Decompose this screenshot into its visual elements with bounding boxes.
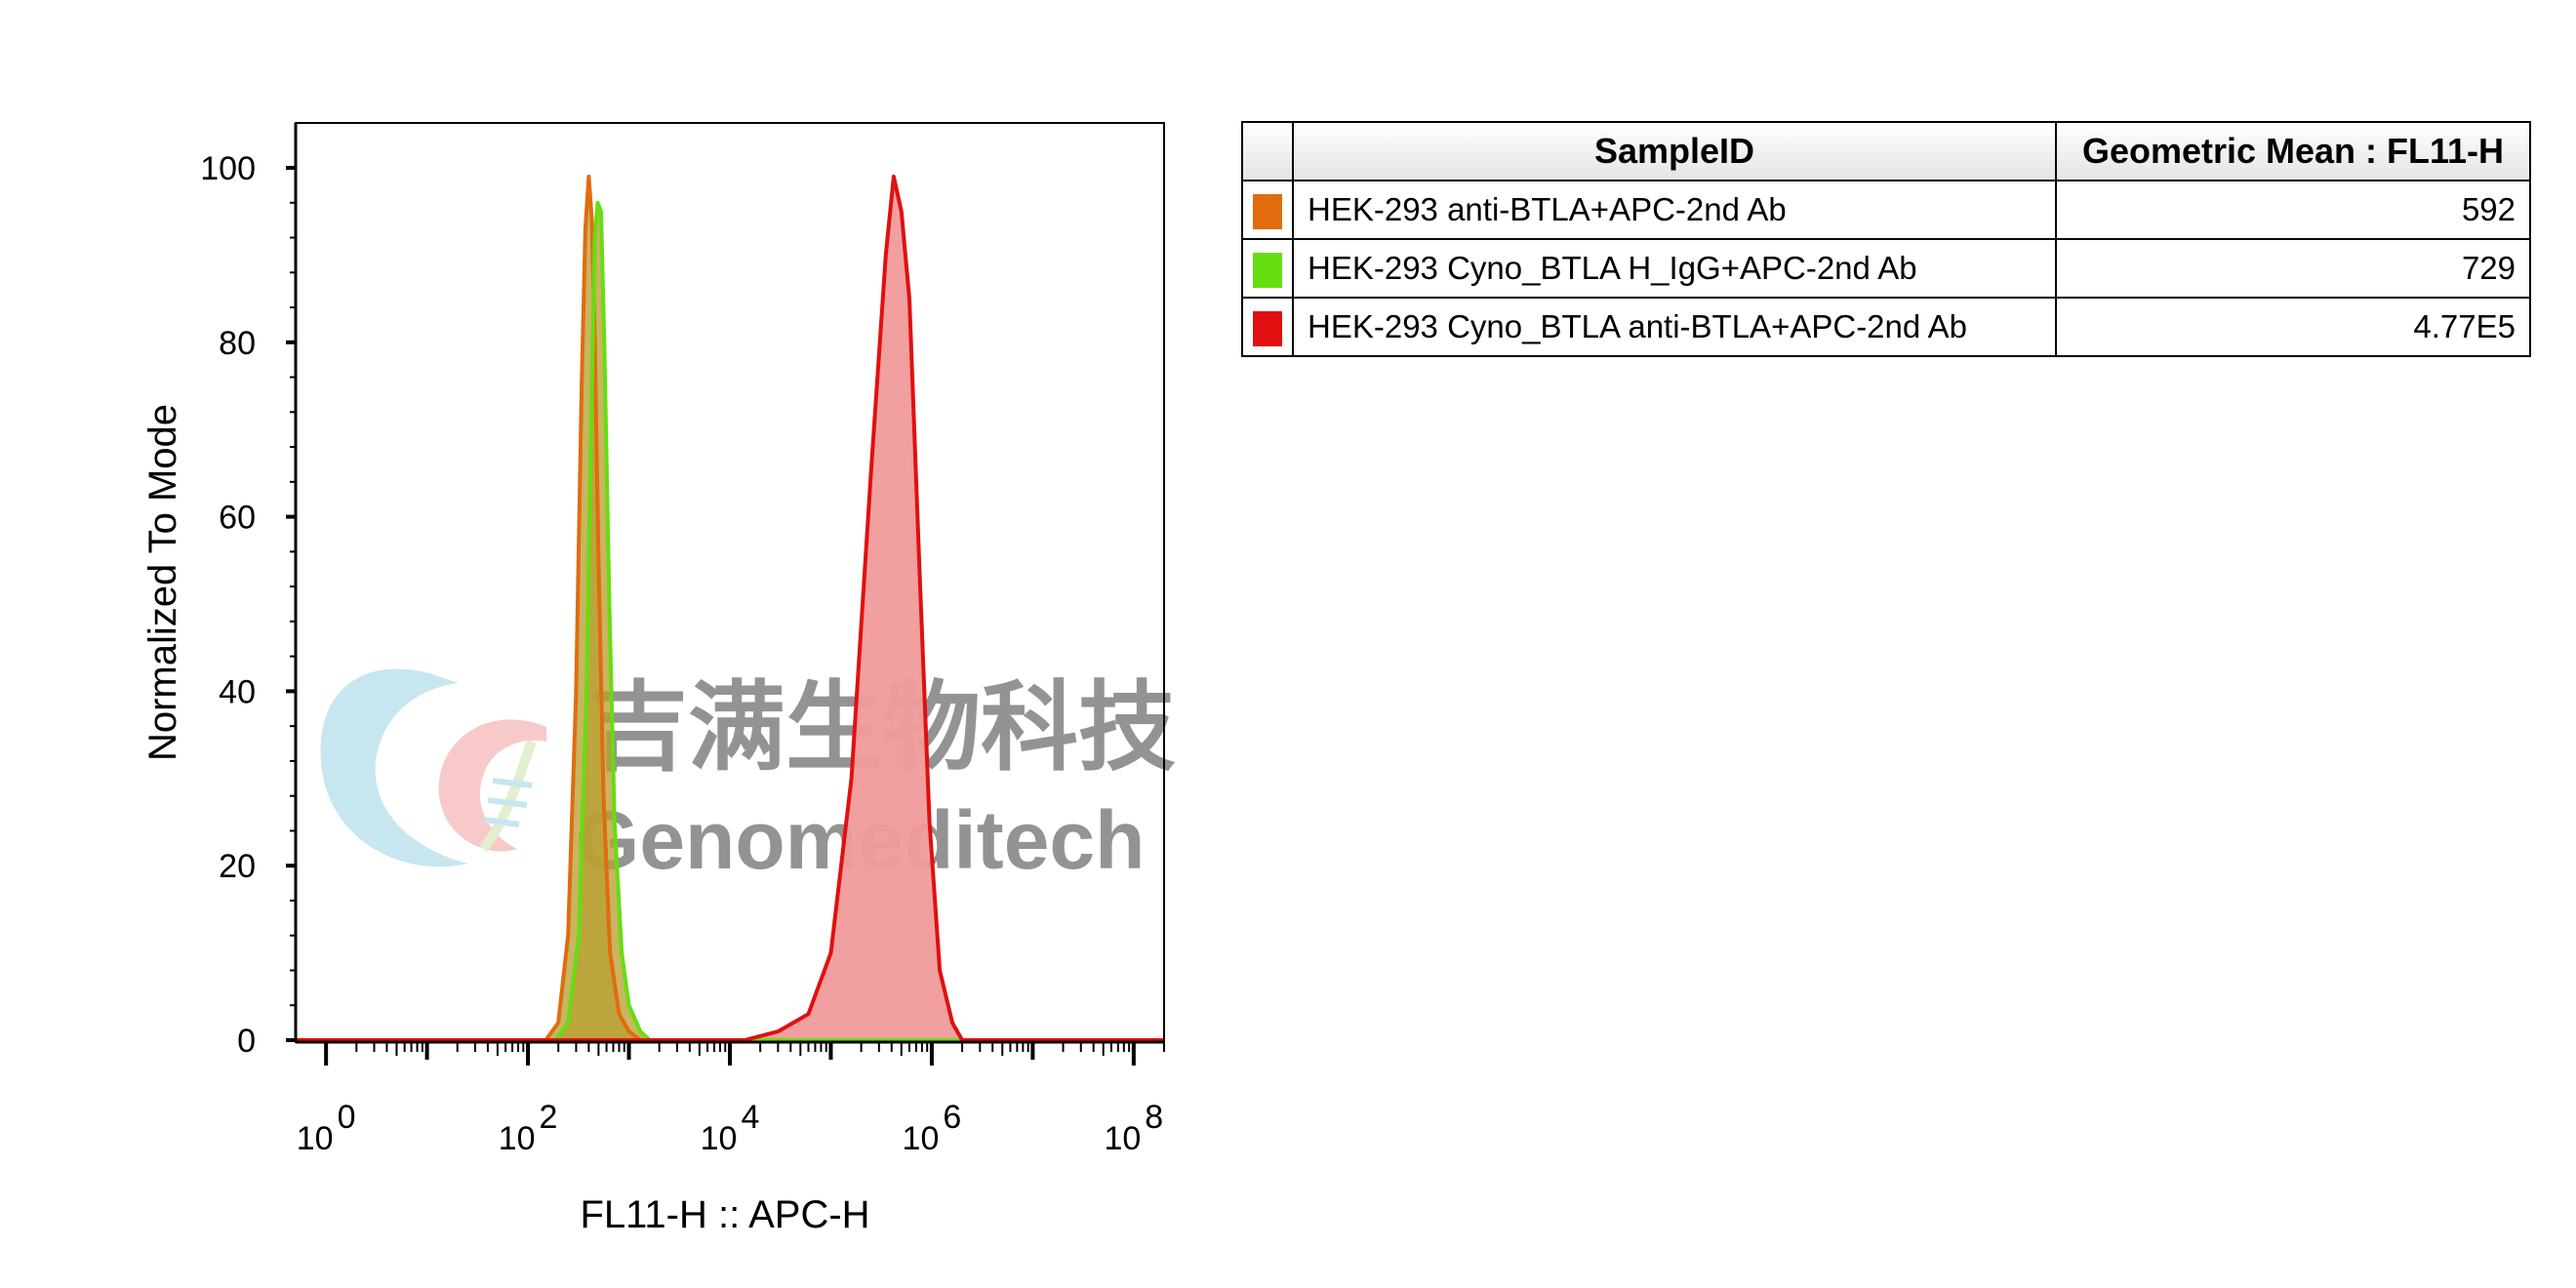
x-tick-label: 100	[297, 1099, 356, 1157]
series-line	[296, 174, 1164, 1042]
y-axis: 0 20 40 60 80 100	[200, 123, 298, 1060]
legend-header-row: SampleID Geometric Mean : FL11-H	[1241, 121, 2531, 181]
legend-swatch-cell	[1241, 297, 1294, 357]
x-axis-title: FL11-H :: APC-H	[580, 1193, 869, 1236]
y-tick-label: 20	[219, 848, 256, 885]
legend-sample-id: HEK-293 Cyno_BTLA anti-BTLA+APC-2nd Ab	[1292, 297, 2057, 357]
sample-id-header: SampleID	[1292, 121, 2057, 181]
x-tick-label: 102	[499, 1099, 558, 1157]
legend-swatch-cell	[1241, 238, 1294, 299]
series-line	[296, 174, 1164, 1042]
y-tick-label: 40	[219, 673, 256, 710]
x-tick-label: 106	[903, 1099, 962, 1157]
legend-geometric-mean: 4.77E5	[2055, 297, 2531, 357]
legend-geometric-mean: 729	[2055, 238, 2531, 299]
series-layer	[296, 174, 1164, 1042]
watermark-logo-icon	[320, 668, 546, 867]
legend-swatch	[1253, 193, 1282, 229]
series-fill	[296, 176, 1164, 1040]
legend-geometric-mean: 592	[2055, 180, 2531, 240]
y-tick-label: 60	[219, 500, 256, 537]
legend-sample-id: HEK-293 Cyno_BTLA H_IgG+APC-2nd Ab	[1292, 238, 2057, 299]
legend-swatch	[1253, 310, 1282, 346]
plot-area	[295, 122, 1165, 1043]
legend-swatch-header	[1241, 121, 1294, 181]
legend-row: HEK-293 anti-BTLA+APC-2nd Ab 592	[1241, 180, 2531, 240]
y-axis-title: Normalized To Mode	[141, 404, 184, 761]
x-tick-label: 104	[701, 1099, 760, 1157]
x-tick-label: 108	[1104, 1099, 1163, 1157]
legend-row: HEK-293 Cyno_BTLA anti-BTLA+APC-2nd Ab 4…	[1241, 297, 2531, 357]
legend-table: SampleID Geometric Mean : FL11-H HEK-293…	[1241, 121, 2531, 357]
legend-sample-id: HEK-293 anti-BTLA+APC-2nd Ab	[1292, 180, 2057, 240]
y-tick-label: 100	[200, 150, 256, 187]
watermark: 吉满生物科技 Genomeditech	[320, 668, 1176, 886]
x-axis: 100 102 104 106 108	[296, 1040, 1165, 1157]
legend-swatch-cell	[1241, 180, 1294, 240]
series-fill	[296, 202, 1164, 1041]
y-tick-label: 0	[237, 1023, 256, 1060]
geometric-mean-header: Geometric Mean : FL11-H	[2055, 121, 2531, 181]
series-fill	[296, 176, 1164, 1040]
legend-row: HEK-293 Cyno_BTLA H_IgG+APC-2nd Ab 729	[1241, 238, 2531, 299]
legend-swatch	[1253, 252, 1282, 288]
y-tick-label: 80	[219, 325, 256, 362]
plot-frame	[295, 122, 1165, 1043]
series-line	[296, 200, 1164, 1042]
